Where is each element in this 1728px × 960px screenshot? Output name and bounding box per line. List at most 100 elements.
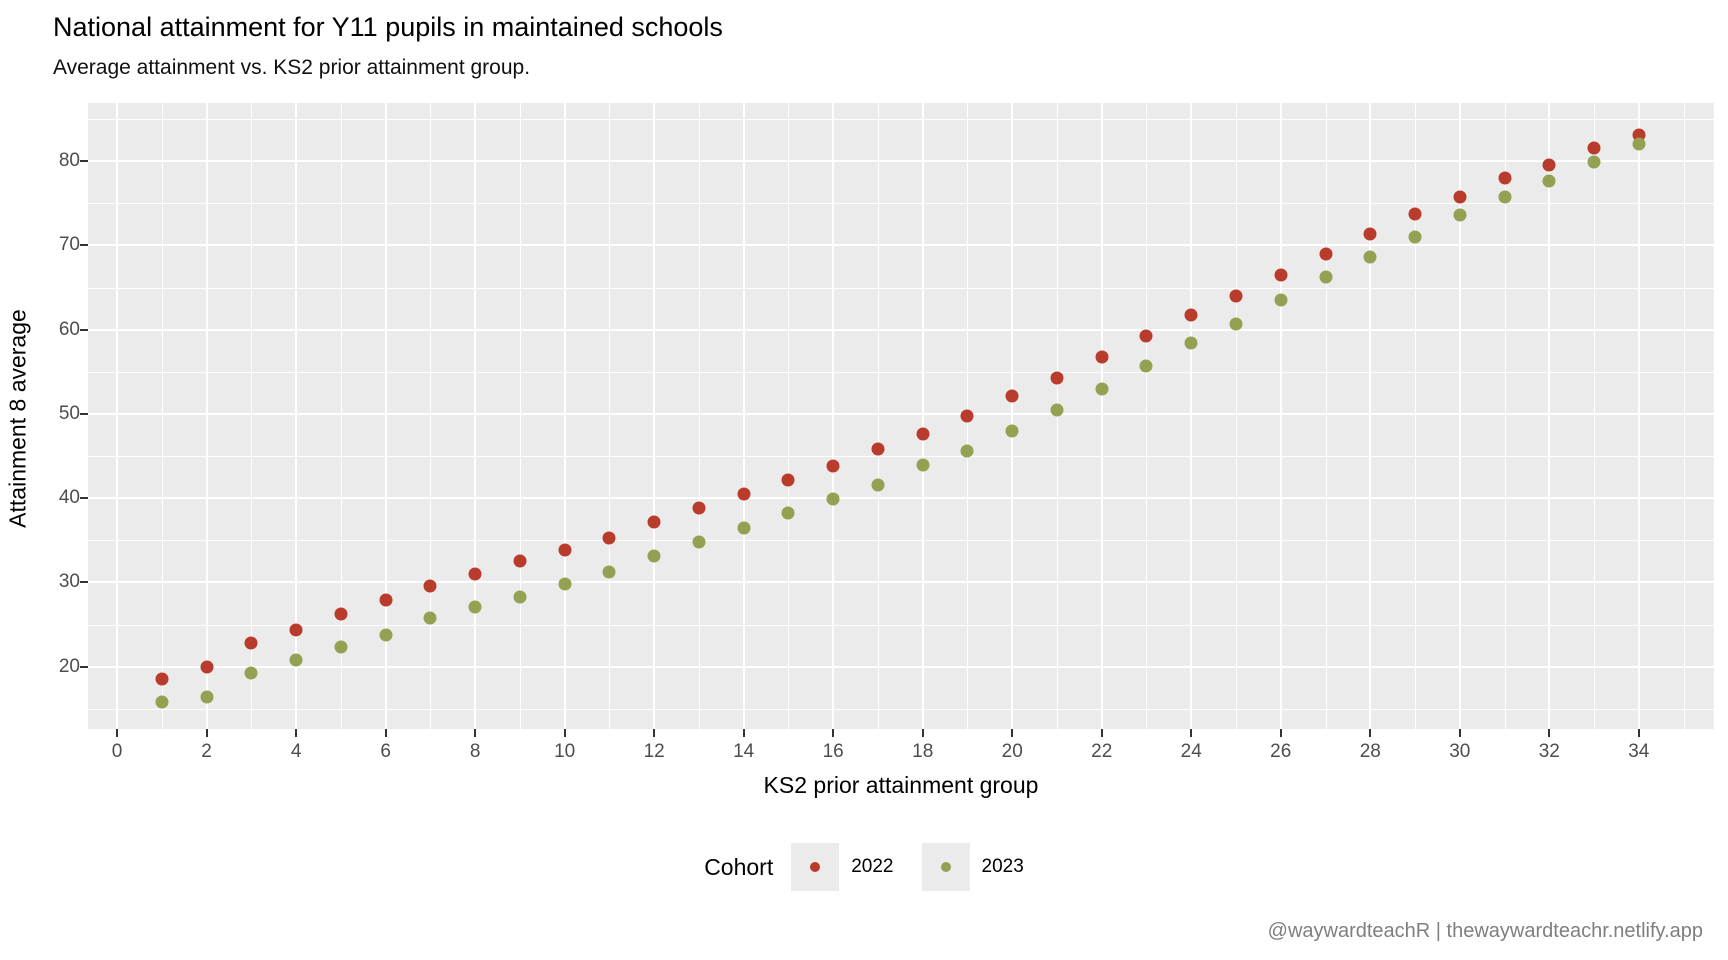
data-point-2023-g14 [737, 521, 751, 535]
data-point-2022-g1 [155, 672, 169, 686]
gridline-minor-y-25 [88, 624, 1714, 626]
x-tick-label-14: 14 [733, 741, 755, 762]
gridline-major-y-40 [88, 497, 1714, 500]
gridline-major-x-0 [116, 103, 119, 729]
x-tick-18 [921, 729, 924, 737]
legend: Cohort 2022 2023 [0, 843, 1728, 891]
x-tick-8 [474, 729, 477, 737]
gridline-major-x-16 [832, 103, 835, 729]
x-tick-label-26: 26 [1270, 741, 1292, 762]
data-point-2023-g31 [1498, 190, 1512, 204]
data-point-2022-g9 [513, 554, 527, 568]
legend-item-2022: 2022 [791, 843, 894, 891]
plot-panel [88, 103, 1714, 729]
data-point-2023-g12 [647, 549, 661, 563]
data-point-2023-g6 [379, 628, 393, 642]
x-tick-label-34: 34 [1628, 741, 1650, 762]
gridline-major-x-12 [653, 103, 656, 729]
gridline-major-x-34 [1637, 103, 1640, 729]
data-point-2022-g6 [379, 593, 393, 607]
data-point-2023-g24 [1184, 336, 1198, 350]
y-tick-label-60: 60 [58, 318, 80, 340]
data-point-2022-g2 [200, 660, 214, 674]
y-tick-80 [80, 160, 88, 163]
footer-credit: @waywardteachR | thewaywardteachr.netlif… [1267, 920, 1703, 942]
gridline-major-x-22 [1100, 103, 1103, 729]
data-point-2022-g24 [1184, 308, 1198, 322]
data-point-2022-g22 [1095, 350, 1109, 364]
x-tick-12 [653, 729, 656, 737]
x-tick-34 [1637, 729, 1640, 737]
gridline-major-x-20 [1011, 103, 1014, 729]
gridline-major-x-30 [1458, 103, 1461, 729]
gridline-major-x-32 [1548, 103, 1551, 729]
gridline-major-y-50 [88, 412, 1714, 415]
data-point-2023-g3 [244, 666, 258, 680]
x-tick-10 [563, 729, 566, 737]
gridline-major-y-80 [88, 160, 1714, 163]
data-point-2022-g33 [1587, 141, 1601, 155]
y-tick-60 [80, 328, 88, 331]
gridline-minor-x-11 [609, 103, 611, 729]
data-point-2022-g3 [244, 636, 258, 650]
legend-items: 2022 2023 [791, 843, 1024, 891]
data-point-2022-g4 [289, 623, 303, 637]
legend-key-2022 [791, 843, 840, 891]
data-point-2022-g28 [1363, 227, 1377, 241]
data-point-2022-g15 [781, 473, 795, 487]
gridline-minor-x-9 [519, 103, 521, 729]
data-point-2023-g7 [423, 611, 437, 625]
gridline-minor-x-15 [788, 103, 790, 729]
data-point-2023-g5 [334, 640, 348, 654]
data-point-2022-g13 [692, 501, 706, 515]
gridline-major-x-4 [295, 103, 298, 729]
y-tick-label-70: 70 [58, 234, 80, 256]
data-point-2022-g32 [1542, 158, 1556, 171]
legend-label-2023: 2023 [981, 856, 1024, 877]
data-point-2022-g14 [737, 487, 751, 501]
data-point-2022-g11 [602, 531, 616, 545]
x-tick-28 [1369, 729, 1372, 737]
x-tick-30 [1458, 729, 1461, 737]
data-point-2023-g13 [692, 535, 706, 549]
data-point-2023-g26 [1274, 293, 1288, 307]
gridline-major-x-28 [1369, 103, 1372, 729]
y-tick-70 [80, 244, 88, 247]
gridline-minor-x-23 [1146, 103, 1148, 729]
gridline-major-x-10 [563, 103, 566, 729]
data-point-2023-g1 [155, 695, 169, 709]
data-point-2023-g33 [1587, 155, 1601, 169]
x-tick-label-18: 18 [912, 741, 934, 762]
data-point-2023-g16 [826, 492, 840, 506]
gridline-major-x-6 [384, 103, 387, 729]
legend-dot-2022-icon [810, 862, 821, 872]
data-point-2023-g17 [871, 478, 885, 492]
gridline-minor-y-15 [88, 708, 1714, 710]
x-tick-22 [1100, 729, 1103, 737]
gridline-minor-y-55 [88, 371, 1714, 373]
chart-title: National attainment for Y11 pupils in ma… [53, 12, 723, 42]
data-point-2023-g15 [781, 506, 795, 520]
x-tick-label-22: 22 [1091, 741, 1113, 762]
data-point-2023-g20 [1005, 424, 1019, 438]
data-point-2022-g25 [1229, 289, 1243, 303]
gridline-minor-y-75 [88, 203, 1714, 205]
data-point-2023-g28 [1363, 250, 1377, 264]
y-tick-label-80: 80 [58, 150, 80, 172]
gridline-major-x-8 [474, 103, 477, 729]
gridline-minor-x-3 [251, 103, 253, 729]
y-axis-title: Attainment 8 average [4, 309, 31, 528]
x-tick-20 [1011, 729, 1014, 737]
gridline-minor-y-85 [88, 119, 1714, 120]
x-tick-0 [116, 729, 119, 737]
gridline-major-y-70 [88, 244, 1714, 247]
x-tick-2 [205, 729, 208, 737]
legend-dot-2023-icon [940, 862, 951, 872]
data-point-2023-g25 [1229, 317, 1243, 331]
y-tick-50 [80, 412, 88, 415]
data-point-2023-g2 [200, 690, 214, 704]
x-tick-24 [1190, 729, 1193, 737]
data-point-2022-g20 [1005, 389, 1019, 403]
data-point-2022-g16 [826, 459, 840, 473]
